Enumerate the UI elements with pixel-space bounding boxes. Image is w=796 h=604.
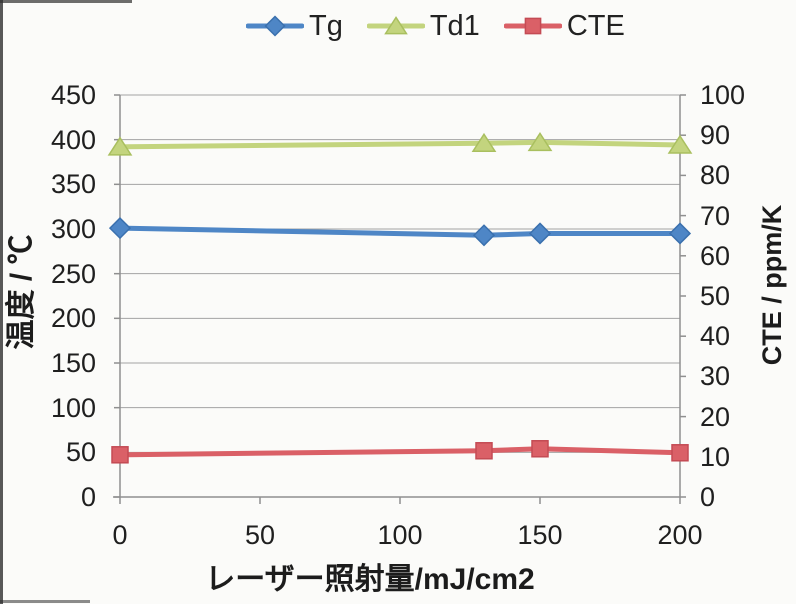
scan-edge-top xyxy=(0,0,132,3)
left-axis-tick-label: 450 xyxy=(50,80,96,110)
triangle-marker xyxy=(471,132,497,152)
x-axis-tick-label: 0 xyxy=(112,520,128,550)
td1-line-marker-icon xyxy=(366,16,425,35)
right-axis-tick-label: 40 xyxy=(700,321,731,352)
x-axis-tick-label: 200 xyxy=(657,520,703,550)
left-axis-tick-label: 50 xyxy=(65,437,96,468)
triangle-marker xyxy=(384,16,408,35)
right-axis-tick-label: 0 xyxy=(700,482,716,512)
legend-label-tg: Tg xyxy=(309,10,343,42)
right-axis-title: CTE / ppm/K xyxy=(757,204,787,366)
right-axis-tick-label: 90 xyxy=(700,120,731,151)
diamond-marker xyxy=(472,224,496,247)
triangle-marker xyxy=(667,134,693,154)
right-axis-tick-label: 60 xyxy=(700,240,731,271)
diamond-marker xyxy=(528,222,552,245)
right-axis-tick-label: 70 xyxy=(700,200,731,231)
square-marker xyxy=(111,446,129,464)
left-axis-tick-label: 350 xyxy=(50,169,96,200)
left-axis-tick-label: 250 xyxy=(50,258,96,289)
x-axis-tick-label: 100 xyxy=(377,520,423,550)
left-axis-title: 温度 / ℃ xyxy=(5,234,38,350)
scan-edge-left xyxy=(0,0,3,604)
left-axis-tick-label: 300 xyxy=(50,214,96,244)
square-marker xyxy=(524,17,542,35)
square-marker xyxy=(671,444,689,462)
right-axis-tick-label: 10 xyxy=(700,441,731,472)
left-axis-tick-label: 200 xyxy=(50,303,96,334)
right-axis-tick-label: 30 xyxy=(700,361,731,392)
legend-item-tg: Tg xyxy=(246,6,343,46)
left-axis-tick-label: 400 xyxy=(50,124,96,155)
x-axis-tick-label: 150 xyxy=(517,520,563,550)
left-axis-tick-label: 0 xyxy=(80,482,96,512)
scan-edge-bottom xyxy=(0,600,90,603)
tg-line-marker-icon xyxy=(246,15,304,37)
chart-legend: Tg Td1 CTE xyxy=(246,6,625,46)
left-axis-tick-label: 100 xyxy=(50,392,96,423)
legend-label-cte: CTE xyxy=(566,10,625,42)
triangle-marker xyxy=(527,131,553,152)
square-marker xyxy=(475,442,493,460)
diamond-marker xyxy=(264,15,286,37)
series-line-cte xyxy=(117,446,683,458)
right-axis-tick-label: 50 xyxy=(700,281,731,311)
triangle-marker xyxy=(107,136,133,156)
diamond-marker xyxy=(668,222,692,245)
right-axis-tick-label: 80 xyxy=(700,160,731,191)
series-line-tg xyxy=(117,225,683,238)
square-marker xyxy=(531,440,549,458)
diamond-marker xyxy=(108,217,132,240)
legend-item-td1: Td1 xyxy=(366,6,480,46)
right-axis-tick-label: 20 xyxy=(700,401,731,432)
legend-item-cte: CTE xyxy=(503,6,625,46)
right-axis-tick-label: 100 xyxy=(700,80,746,110)
series-line-td1 xyxy=(117,139,683,150)
cte-line-marker-icon xyxy=(503,17,562,35)
legend-label-td1: Td1 xyxy=(429,10,480,42)
left-axis-tick-label: 150 xyxy=(50,348,96,378)
x-axis-tick-label: 50 xyxy=(244,520,276,550)
x-axis-title: レーザー照射量/mJ/cm2 xyxy=(205,563,535,596)
